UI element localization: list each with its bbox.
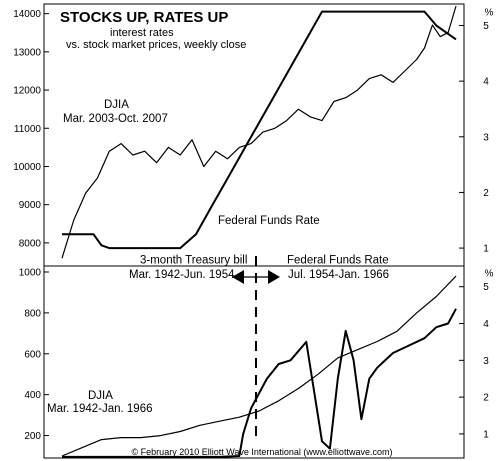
bottom-djia-range-label: Mar. 1942-Jan. 1966 xyxy=(47,403,153,415)
top-left-tick-label: 10000 xyxy=(13,162,41,173)
top-left-tick-label: 12000 xyxy=(13,86,41,97)
chart-title: STOCKS UP, RATES UP xyxy=(60,9,228,26)
bottom-right-tick-label: 2 xyxy=(483,393,489,404)
bottom-series-djia xyxy=(61,275,457,457)
top-left-tick-label: 8000 xyxy=(19,238,42,249)
top-left-tick-label: 14000 xyxy=(13,9,41,20)
bottom-right-tick-label: 1 xyxy=(483,429,489,440)
copyright-credit: © February 2010 Elliott Wave Internation… xyxy=(132,447,393,457)
top-left-tick-label: 9000 xyxy=(19,200,42,211)
top-right-tick-label: 4 xyxy=(483,77,489,88)
top-rate-label: Federal Funds Rate xyxy=(218,215,320,227)
top-right-tick-label: 5 xyxy=(483,21,489,32)
bottom-left-tick-label: 800 xyxy=(24,308,41,319)
chart-subtitle-line2: vs. stock market prices, weekly close xyxy=(66,39,246,51)
top-right-tick-label: 3 xyxy=(483,132,489,143)
bottom-right-tick-label: 3 xyxy=(483,356,489,367)
top-right-tick-label: 1 xyxy=(483,244,489,255)
tbill-label: 3-month Treasury bill xyxy=(140,255,247,267)
top-right-tick-label: 2 xyxy=(483,188,489,199)
tbill-range-label: Mar. 1942-Jun. 1954 xyxy=(129,269,235,281)
fedfunds-range-label: Jul. 1954-Jan. 1966 xyxy=(288,269,389,281)
left-arrow-icon xyxy=(232,270,244,284)
top-left-tick-label: 11000 xyxy=(14,124,42,135)
top-percent-unit-label: % xyxy=(485,7,494,18)
top-djia-label: DJIA xyxy=(104,99,129,111)
bottom-right-tick-label: 5 xyxy=(483,282,489,293)
right-arrow-icon xyxy=(268,270,280,284)
fedfunds-label: Federal Funds Rate xyxy=(287,255,389,267)
bottom-series-interest-rate xyxy=(62,308,457,458)
bottom-left-tick-label: 600 xyxy=(24,349,41,360)
bottom-percent-unit-label: % xyxy=(485,269,494,280)
top-djia-range-label: Mar. 2003-Oct. 2007 xyxy=(63,113,168,125)
bottom-right-tick-label: 4 xyxy=(483,319,489,330)
top-left-tick-label: 13000 xyxy=(13,47,41,58)
top-series-djia xyxy=(61,5,457,259)
bottom-djia-label: DJIA xyxy=(88,390,113,402)
bottom-left-tick-label: 400 xyxy=(24,390,41,401)
bottom-left-tick-label: 200 xyxy=(24,431,41,442)
bottom-left-tick-label: 1000 xyxy=(19,268,42,279)
chart-subtitle-line1: interest rates xyxy=(110,27,174,39)
chart-frame xyxy=(43,3,465,459)
top-series-federal-funds-rate xyxy=(62,10,457,250)
